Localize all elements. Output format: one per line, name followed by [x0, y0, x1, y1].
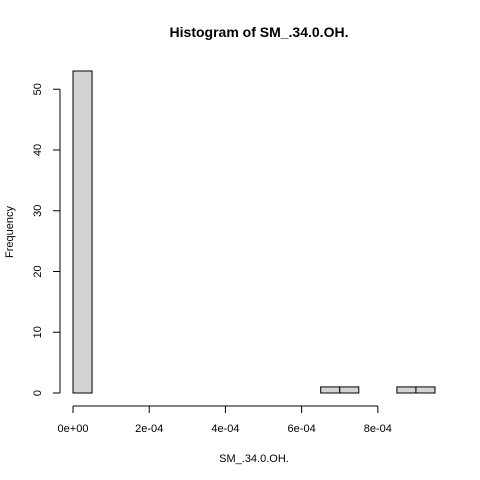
histogram-bar — [415, 386, 436, 394]
y-tick-label: 40 — [32, 144, 44, 156]
chart-title: Histogram of SM_.34.0.OH. — [170, 24, 349, 40]
x-axis-label: SM_.34.0.OH. — [219, 453, 289, 465]
y-axis: 0 10 20 30 40 50 — [32, 83, 61, 396]
x-tick-label: 4e-04 — [211, 423, 239, 435]
y-tick-label: 10 — [32, 326, 44, 338]
y-tick-label: 20 — [32, 265, 44, 277]
y-tick-label: 30 — [32, 205, 44, 217]
y-tick-label: 0 — [32, 390, 44, 396]
histogram-bar — [396, 386, 417, 394]
histogram-bar — [72, 70, 93, 394]
x-tick-label: 8e-04 — [364, 423, 392, 435]
x-tick-label: 0e+00 — [58, 423, 89, 435]
x-axis: 0e+00 2e-04 4e-04 6e-04 8e-04 — [58, 405, 392, 435]
x-tick-label: 2e-04 — [135, 423, 163, 435]
x-tick-label: 6e-04 — [288, 423, 316, 435]
histogram-bar — [320, 386, 341, 394]
y-axis-label: Frequency — [4, 206, 16, 258]
histogram-bar — [339, 386, 360, 394]
bars-group — [72, 70, 436, 394]
y-tick-label: 50 — [32, 83, 44, 95]
